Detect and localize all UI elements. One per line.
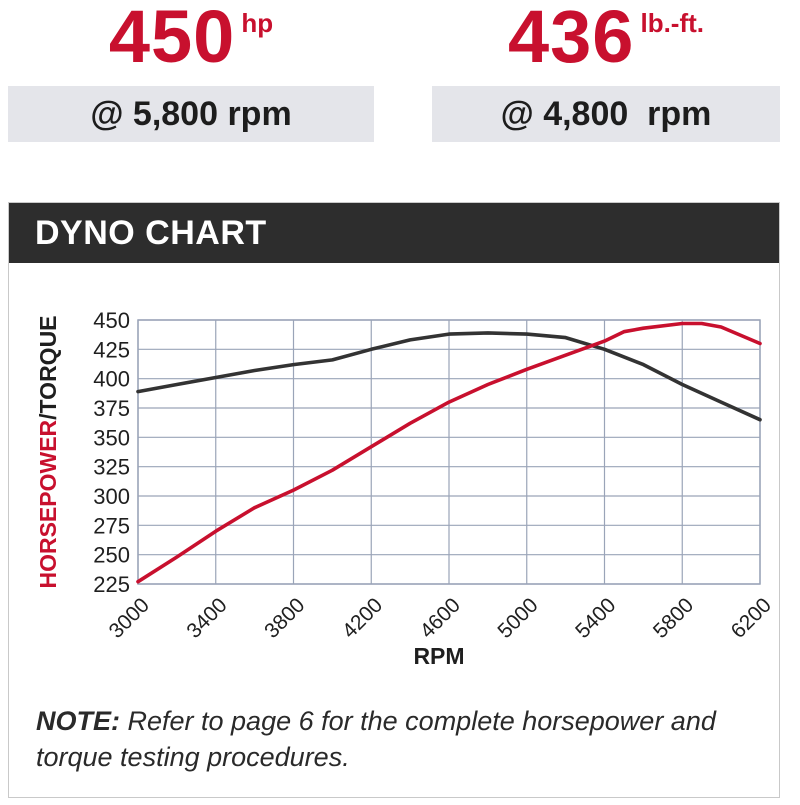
y-tick-label: 400 <box>93 367 130 392</box>
y-tick-label: 250 <box>93 543 130 568</box>
y-axis-label-torque: /TORQUE <box>35 315 61 419</box>
torque-series-line <box>136 331 762 422</box>
y-axis-label-horsepower: HORSEPOWER <box>35 419 61 588</box>
y-tick-label: 300 <box>93 484 130 509</box>
horsepower-unit: hp <box>241 8 274 38</box>
x-axis-label: RPM <box>413 643 464 669</box>
x-tick-label: 4600 <box>416 594 465 643</box>
x-tick-label: 5000 <box>493 594 542 643</box>
x-tick-label: 3400 <box>182 594 231 643</box>
note-text: Refer to page 6 for the complete horsepo… <box>36 706 716 772</box>
x-tick-label: 4200 <box>338 594 387 643</box>
torque-unit: lb.-ft. <box>640 8 704 38</box>
y-tick-label: 450 <box>93 308 130 333</box>
y-tick-label: 350 <box>93 425 130 450</box>
x-tick-label: 5800 <box>649 594 698 643</box>
torque-stat: 436 lb.-ft. @ 4,800 rpm <box>432 0 780 142</box>
x-tick-label: 3000 <box>105 594 154 643</box>
x-tick-label: 6200 <box>727 594 776 643</box>
y-tick-label: 425 <box>93 337 130 362</box>
note: NOTE: Refer to page 6 for the complete h… <box>36 703 756 775</box>
x-tick-label: 5400 <box>571 594 620 643</box>
x-tick-label: 3800 <box>260 594 309 643</box>
chart-title: DYNO CHART <box>9 203 779 263</box>
torque-rpm-bar: @ 4,800 rpm <box>432 86 780 142</box>
torque-value-row: 436 lb.-ft. <box>432 0 780 86</box>
y-tick-label: 225 <box>93 572 130 597</box>
horsepower-value-row: 450 hp <box>8 0 374 86</box>
horsepower-value: 450 <box>108 0 236 78</box>
y-tick-label: 375 <box>93 396 130 421</box>
y-tick-label: 325 <box>93 455 130 480</box>
horsepower-stat: 450 hp @ 5,800 rpm <box>8 0 374 142</box>
horsepower-rpm-bar: @ 5,800 rpm <box>8 86 374 142</box>
note-lead: NOTE: <box>36 706 120 736</box>
y-tick-label: 275 <box>93 513 130 538</box>
y-axis-label: HORSEPOWER/TORQUE <box>35 315 61 588</box>
torque-value: 436 <box>508 0 635 78</box>
horsepower-series-line <box>136 321 762 584</box>
